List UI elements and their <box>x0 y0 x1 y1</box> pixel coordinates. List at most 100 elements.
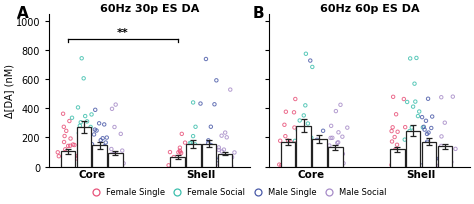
Point <box>311 159 319 162</box>
Point <box>79 164 86 168</box>
Point <box>200 159 208 162</box>
Point <box>388 130 395 133</box>
Point <box>290 155 297 159</box>
Point <box>299 142 306 145</box>
Point <box>183 162 191 165</box>
Point <box>192 165 200 168</box>
Point <box>401 164 409 167</box>
Point <box>424 98 432 101</box>
Point <box>392 163 400 167</box>
Point <box>413 137 421 140</box>
Point <box>389 96 397 99</box>
Point <box>406 152 414 155</box>
Point <box>185 151 193 154</box>
Point <box>406 58 414 61</box>
Point <box>69 143 77 146</box>
Point <box>64 144 72 148</box>
Point <box>413 152 420 156</box>
Point <box>426 165 433 168</box>
Point <box>200 164 207 167</box>
Point <box>104 163 111 166</box>
Point <box>291 148 298 151</box>
Point <box>63 159 71 162</box>
Point <box>334 142 341 145</box>
Point <box>174 163 182 167</box>
Point <box>412 155 419 158</box>
Point <box>335 152 343 155</box>
Point <box>177 158 184 161</box>
Point <box>335 161 343 165</box>
Point <box>296 119 303 123</box>
Point <box>79 160 86 163</box>
Point <box>210 103 218 106</box>
Title: 60Hz 30p ES DA: 60Hz 30p ES DA <box>100 4 199 14</box>
Point <box>438 135 445 138</box>
Point <box>340 162 347 165</box>
Point <box>83 145 91 148</box>
Point <box>282 135 289 138</box>
Point <box>54 151 62 154</box>
Point <box>181 141 189 145</box>
Point <box>113 163 120 167</box>
Point <box>64 163 71 166</box>
Point <box>395 165 402 168</box>
Point <box>93 159 100 162</box>
Point <box>109 162 116 165</box>
Point <box>296 165 304 168</box>
Point <box>339 153 346 156</box>
Point <box>334 141 342 144</box>
Point <box>316 150 323 153</box>
Point <box>205 139 212 142</box>
Point <box>222 160 230 164</box>
Point <box>87 126 94 129</box>
Point <box>191 143 199 146</box>
Point <box>279 143 287 146</box>
Point <box>302 53 310 56</box>
Point <box>414 115 422 118</box>
Point <box>188 151 196 154</box>
Point <box>337 155 345 158</box>
Point <box>77 140 85 143</box>
Point <box>173 163 181 167</box>
Point <box>323 159 331 163</box>
Point <box>410 105 417 109</box>
Point <box>108 148 115 151</box>
Point <box>407 141 414 144</box>
Point <box>66 144 74 148</box>
Point <box>182 164 190 167</box>
Point <box>218 150 226 153</box>
Point <box>184 163 192 166</box>
Point <box>95 151 102 155</box>
Point <box>290 156 297 159</box>
Point <box>77 121 84 124</box>
Point <box>284 155 292 159</box>
Point <box>287 150 294 153</box>
Point <box>310 143 318 146</box>
Point <box>82 115 89 118</box>
Point <box>63 154 70 157</box>
Point <box>307 60 314 63</box>
Point <box>419 126 427 129</box>
Point <box>71 144 78 147</box>
Point <box>110 164 118 167</box>
Point <box>394 161 402 164</box>
Point <box>196 155 204 159</box>
Point <box>186 142 194 145</box>
Point <box>55 155 63 158</box>
Bar <box>108 153 123 167</box>
Point <box>315 159 323 163</box>
Point <box>166 151 174 154</box>
Point <box>413 153 420 157</box>
Bar <box>296 126 311 167</box>
Point <box>299 164 307 167</box>
Point <box>189 154 197 157</box>
Point <box>187 158 194 161</box>
Point <box>407 157 415 161</box>
Point <box>287 141 295 144</box>
Point <box>440 155 447 159</box>
Point <box>393 163 401 166</box>
Point <box>315 143 322 146</box>
Point <box>191 154 199 158</box>
Point <box>446 159 454 162</box>
Point <box>100 123 108 126</box>
